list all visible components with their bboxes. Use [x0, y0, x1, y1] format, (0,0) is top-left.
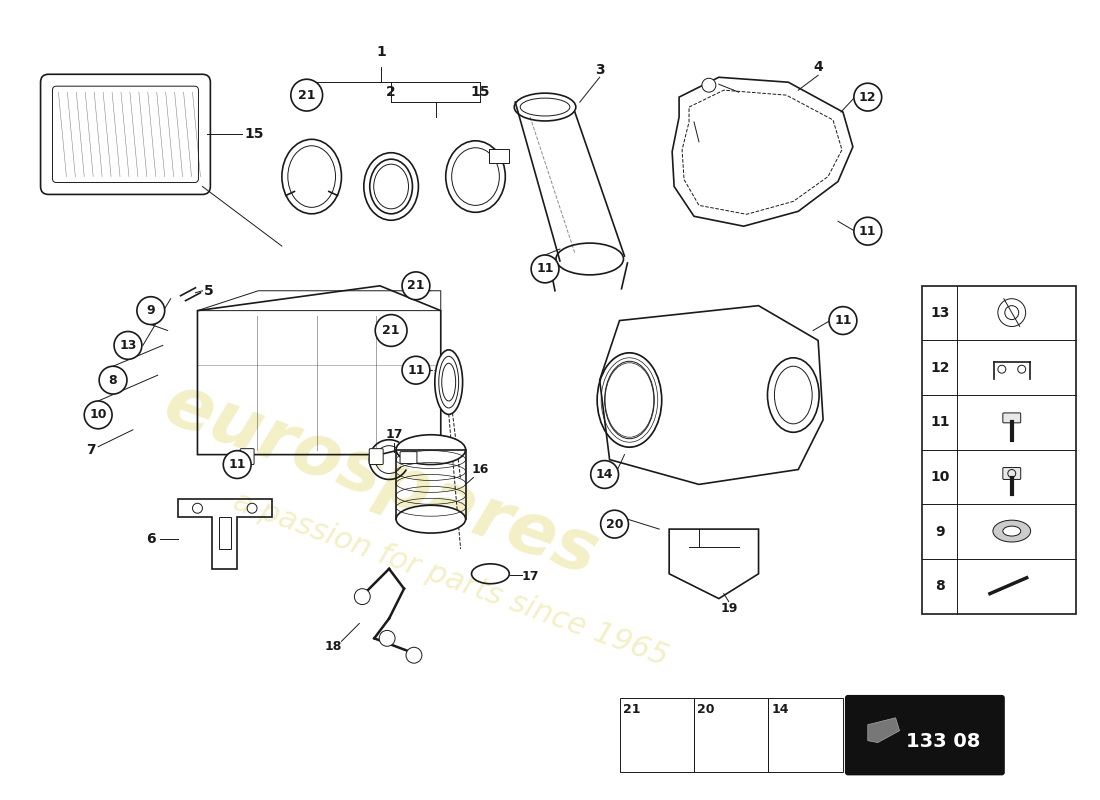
- Text: 15: 15: [471, 85, 491, 99]
- Text: 17: 17: [385, 428, 403, 442]
- Text: 11: 11: [229, 458, 246, 471]
- FancyBboxPatch shape: [370, 449, 383, 465]
- Text: eurospares: eurospares: [155, 369, 607, 590]
- Text: 9: 9: [146, 304, 155, 317]
- Text: 7: 7: [87, 442, 96, 457]
- Circle shape: [531, 255, 559, 283]
- Text: 14: 14: [596, 468, 614, 481]
- Text: 11: 11: [537, 262, 553, 275]
- Text: 9: 9: [935, 525, 945, 538]
- Text: 21: 21: [407, 279, 425, 292]
- Text: 21: 21: [383, 324, 400, 337]
- FancyBboxPatch shape: [240, 449, 254, 465]
- Circle shape: [290, 79, 322, 111]
- Circle shape: [375, 314, 407, 346]
- Circle shape: [114, 331, 142, 359]
- Text: 12: 12: [931, 361, 950, 374]
- Text: 17: 17: [521, 570, 539, 583]
- Ellipse shape: [379, 630, 395, 646]
- Circle shape: [601, 510, 628, 538]
- Text: a passion for parts since 1965: a passion for parts since 1965: [229, 486, 672, 671]
- Circle shape: [591, 461, 618, 488]
- Circle shape: [136, 297, 165, 325]
- Text: 5: 5: [204, 284, 213, 298]
- Polygon shape: [868, 718, 900, 742]
- FancyBboxPatch shape: [1003, 467, 1021, 479]
- Text: 1: 1: [376, 46, 386, 59]
- Text: 12: 12: [859, 90, 877, 104]
- Text: 11: 11: [931, 415, 950, 430]
- Text: 10: 10: [89, 408, 107, 422]
- Text: 10: 10: [931, 470, 950, 484]
- Text: 11: 11: [859, 225, 877, 238]
- Text: 14: 14: [771, 703, 789, 716]
- Ellipse shape: [993, 520, 1031, 542]
- Text: 21: 21: [298, 89, 316, 102]
- Text: 11: 11: [407, 364, 425, 377]
- Text: 20: 20: [606, 518, 624, 530]
- Circle shape: [854, 218, 882, 245]
- Text: 8: 8: [935, 579, 945, 593]
- FancyBboxPatch shape: [845, 695, 1004, 775]
- FancyBboxPatch shape: [490, 149, 509, 162]
- Circle shape: [223, 450, 251, 478]
- FancyBboxPatch shape: [1003, 413, 1021, 423]
- Text: 15: 15: [244, 127, 264, 141]
- Text: 13: 13: [931, 306, 950, 320]
- Ellipse shape: [396, 434, 465, 465]
- Text: 4: 4: [813, 60, 823, 74]
- Circle shape: [829, 306, 857, 334]
- Circle shape: [402, 272, 430, 300]
- Circle shape: [402, 356, 430, 384]
- Text: 16: 16: [472, 463, 490, 476]
- Ellipse shape: [354, 589, 371, 605]
- Text: 18: 18: [324, 640, 342, 653]
- Ellipse shape: [406, 647, 422, 663]
- Text: 20: 20: [697, 703, 715, 716]
- Circle shape: [854, 83, 882, 111]
- Ellipse shape: [1003, 526, 1021, 536]
- Text: 8: 8: [109, 374, 118, 386]
- Ellipse shape: [396, 506, 465, 533]
- Circle shape: [99, 366, 127, 394]
- Ellipse shape: [434, 350, 463, 414]
- Text: 13: 13: [119, 339, 136, 352]
- FancyBboxPatch shape: [400, 452, 417, 463]
- Text: 133 08: 133 08: [906, 732, 980, 750]
- Text: 11: 11: [834, 314, 851, 327]
- Circle shape: [702, 78, 716, 92]
- Text: 21: 21: [623, 703, 640, 716]
- Text: 3: 3: [595, 63, 605, 78]
- Text: 6: 6: [146, 532, 155, 546]
- Text: 2: 2: [386, 85, 396, 99]
- Text: 19: 19: [720, 602, 737, 615]
- Circle shape: [85, 401, 112, 429]
